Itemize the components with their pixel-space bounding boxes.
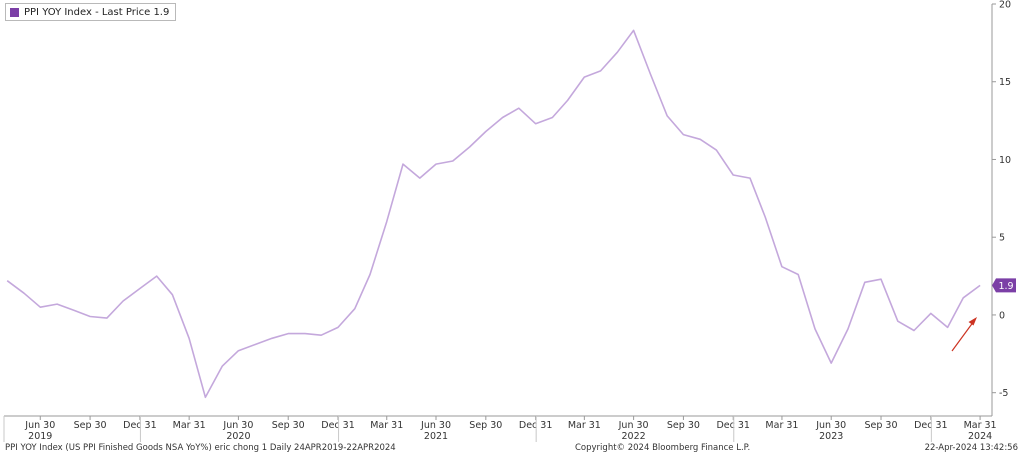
x-tick-label: Mar 31 <box>173 420 206 431</box>
year-label: 2024 <box>968 431 992 442</box>
x-tick-label: Mar 31 <box>964 420 997 431</box>
x-tick-label: Sep 30 <box>74 420 107 431</box>
legend-label: PPI YOY Index - Last Price 1.9 <box>24 6 170 18</box>
year-label: 2022 <box>622 431 646 442</box>
chart-axes: -5 0 5 10 15 20 Jun 30 Sep 30 Dec 31 Mar 31 Jun 30… <box>3 0 1011 442</box>
x-tick-label: Jun 30 <box>24 420 55 431</box>
year-label: 2019 <box>28 431 52 442</box>
footer-copyright: Copyright© 2024 Bloomberg Finance L.P. <box>575 443 751 453</box>
plot-area <box>6 29 981 399</box>
x-tick-label: Jun 30 <box>618 420 649 431</box>
y-tick-label: -5 <box>999 388 1008 399</box>
x-tick-label: Jun 30 <box>222 420 253 431</box>
y-tick-label: 20 <box>999 0 1011 11</box>
x-tick-label: Sep 30 <box>469 420 502 431</box>
year-label: 2021 <box>424 431 448 442</box>
x-tick-label: Dec 31 <box>914 420 948 431</box>
x-tick-label: Dec 31 <box>123 420 157 431</box>
last-price-tag <box>992 278 1016 293</box>
x-tick-label: Dec 31 <box>519 420 553 431</box>
x-tick-label: Sep 30 <box>667 420 700 431</box>
x-tick-label: Sep 30 <box>272 420 305 431</box>
y-tick-label: 0 <box>999 310 1005 321</box>
arrow-annotation <box>951 317 977 352</box>
y-tick-label: 5 <box>999 233 1005 244</box>
legend: PPI YOY Index - Last Price 1.9 <box>5 3 177 21</box>
footer-series-info: PPI YOY Index (US PPI Finished Goods NSA… <box>5 443 396 453</box>
footer-timestamp: 22-Apr-2024 13:42:56 <box>924 443 1018 453</box>
x-tick-label: Mar 31 <box>765 420 798 431</box>
year-label: 2020 <box>226 431 250 442</box>
annotations: 1.9 <box>951 278 1016 352</box>
x-tick-label: Jun 30 <box>420 420 451 431</box>
x-tick-label: Sep 30 <box>865 420 898 431</box>
y-tick-label: 15 <box>999 77 1011 88</box>
x-tick-label: Jun 30 <box>815 420 846 431</box>
year-label: 2023 <box>819 431 843 442</box>
legend-swatch <box>10 7 19 17</box>
series-line <box>6 29 981 399</box>
x-tick-label: Mar 31 <box>370 420 403 431</box>
x-tick-label: Dec 31 <box>716 420 750 431</box>
x-tick-label: Dec 31 <box>321 420 355 431</box>
y-tick-label: 10 <box>999 155 1011 166</box>
x-tick-label: Mar 31 <box>568 420 601 431</box>
last-price-value: 1.9 <box>998 281 1013 292</box>
